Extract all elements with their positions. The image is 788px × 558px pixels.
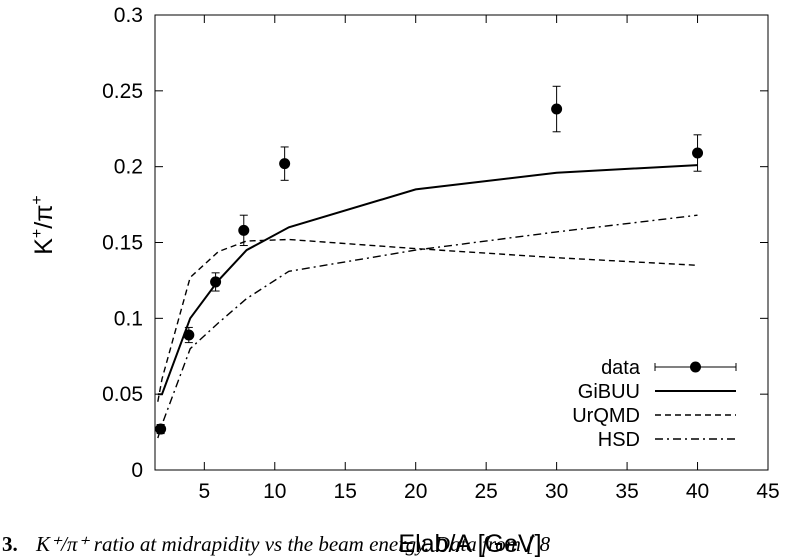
series-gibuu <box>157 164 698 396</box>
x-axis-title: Elab/A [GeV] <box>398 530 541 558</box>
legend-label: GiBUU <box>578 381 640 403</box>
y-tick-label: 0.1 <box>114 307 143 330</box>
series-hsd <box>157 214 698 439</box>
x-tick-label: 45 <box>756 480 779 503</box>
data-point <box>551 103 563 115</box>
data-point <box>238 224 250 236</box>
x-tick-label: 25 <box>474 480 497 503</box>
series-line-gibuu <box>157 164 698 396</box>
axes <box>154 14 769 471</box>
x-tick-label: 15 <box>334 480 357 503</box>
series-line-urqmd <box>157 238 698 402</box>
legend-label: data <box>601 357 641 379</box>
x-tick-label: 20 <box>404 480 427 503</box>
x-tick-label: 35 <box>615 480 638 503</box>
x-tick-label: 10 <box>263 480 286 503</box>
plot-frame <box>154 14 769 471</box>
data-point <box>155 423 167 435</box>
x-tick-label: 30 <box>545 480 568 503</box>
y-axis-title: K+/π+ <box>29 195 58 255</box>
series-urqmd <box>157 238 698 402</box>
legend-marker-data <box>690 361 701 373</box>
series-line-hsd <box>157 214 698 439</box>
y-tick-label: 0.25 <box>102 80 143 103</box>
y-tick-label: 0.05 <box>102 383 143 406</box>
legend-label: UrQMD <box>572 405 640 427</box>
y-tick-label: 0.3 <box>114 4 143 27</box>
y-tick-label: 0 <box>131 459 143 482</box>
y-tick-label: 0.15 <box>102 232 143 255</box>
y-tick-label: 0.2 <box>114 156 143 179</box>
data-point <box>692 147 704 159</box>
series <box>155 85 704 439</box>
x-tick-label: 40 <box>686 480 709 503</box>
data-point <box>279 158 291 170</box>
caption-text: K⁺/π⁺ ratio at midrapidity vs the beam e… <box>35 532 551 556</box>
x-tick-label: 5 <box>198 480 210 503</box>
legend-label: HSD <box>598 429 640 451</box>
ticks: 0 0.05 0.1 0.15 0.2 0.25 0.3 5 10 15 20 25 30 35 40 45 <box>102 4 780 503</box>
caption-fig-number: 3. <box>2 532 18 556</box>
